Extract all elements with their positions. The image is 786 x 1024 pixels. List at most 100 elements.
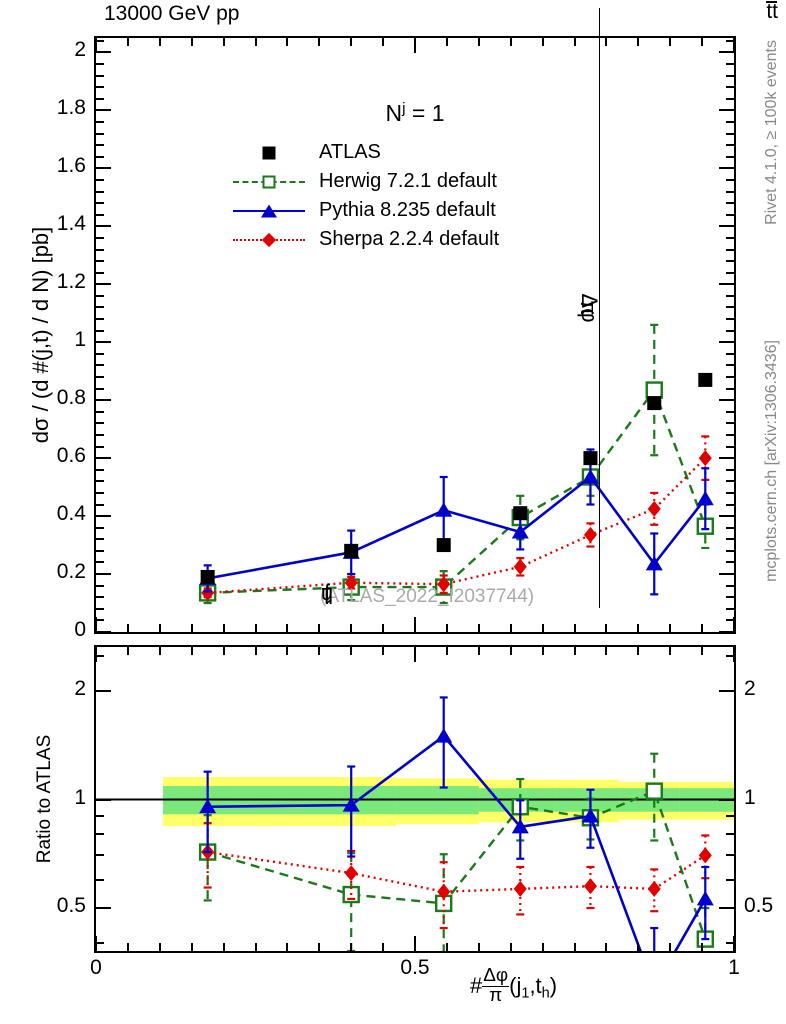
- axis-tick: [158, 624, 161, 632]
- axis-tick: [96, 387, 104, 390]
- axis-tick: [96, 63, 104, 66]
- axis-tick: [96, 202, 104, 205]
- axis-tick: [726, 410, 734, 413]
- axis-tick: [96, 51, 111, 54]
- axis-tick: [286, 647, 289, 655]
- axis-tick: [96, 617, 97, 632]
- data-point-marker: [511, 818, 529, 834]
- axis-tick: [726, 491, 734, 494]
- axis-tick: [637, 943, 640, 951]
- axis-tick: [726, 607, 734, 610]
- legend: ATLAS Herwig 7.2.1 default Pythia 8.235 …: [233, 138, 499, 254]
- axis-tick: [96, 39, 104, 42]
- axis-tick: [96, 561, 104, 564]
- axis-tick: [96, 647, 97, 662]
- axis-tick: [96, 607, 104, 610]
- axis-tick: [96, 341, 111, 344]
- ratio-y-tick-label: 1: [74, 785, 86, 809]
- data-point-marker: [645, 381, 663, 399]
- x-tick-label: 0: [90, 956, 102, 979]
- axis-tick: [726, 190, 734, 193]
- axis-tick: [96, 97, 104, 100]
- legend-item-atlas[interactable]: ATLAS: [233, 138, 499, 167]
- axis-tick: [509, 943, 512, 951]
- axis-tick: [96, 631, 111, 632]
- axis-tick: [726, 480, 734, 483]
- axis-tick: [96, 38, 97, 53]
- data-point-marker: [511, 524, 529, 539]
- axis-tick: [726, 97, 734, 100]
- axis-tick: [222, 624, 225, 632]
- axis-tick: [541, 38, 544, 46]
- axis-tick: [726, 202, 734, 205]
- axis-tick: [382, 624, 385, 632]
- axis-tick: [286, 624, 289, 632]
- axis-tick: [96, 515, 111, 518]
- data-point-marker: [513, 506, 528, 521]
- axis-tick: [445, 624, 448, 632]
- axis-tick: [477, 647, 480, 655]
- axis-tick: [726, 39, 734, 42]
- ratio-y-tick-label-right: 0.5: [744, 894, 774, 918]
- axis-tick: [719, 225, 734, 228]
- y-tick-label: 1.2: [56, 270, 86, 294]
- legend-item-sherpa[interactable]: Sherpa 2.2.4 default: [233, 225, 499, 254]
- legend-label-sherpa: Sherpa 2.2.4 default: [319, 228, 500, 250]
- axis-tick: [286, 943, 289, 951]
- axis-tick: [96, 167, 111, 170]
- y-tick-label: 2: [74, 38, 86, 62]
- axis-tick: [96, 526, 104, 529]
- header-process-label: tt: [766, 0, 778, 24]
- axis-tick: [637, 647, 640, 655]
- axis-tick: [509, 38, 512, 46]
- axis-tick: [726, 63, 734, 66]
- data-point-marker: [344, 543, 359, 558]
- axis-tick: [605, 647, 608, 655]
- axis-tick: [669, 38, 672, 46]
- axis-tick: [726, 260, 734, 263]
- axis-tick: [254, 943, 257, 951]
- axis-tick: [701, 647, 704, 655]
- axis-tick: [414, 936, 416, 951]
- series-line: [207, 734, 707, 951]
- axis-tick: [726, 503, 734, 506]
- y-tick-label: 0.4: [56, 502, 86, 526]
- axis-tick: [573, 647, 576, 655]
- axis-tick: [726, 445, 734, 448]
- axis-tick: [605, 624, 608, 632]
- ratio-y-tick-label: 2: [74, 677, 86, 701]
- axis-tick: [96, 132, 104, 135]
- axis-tick: [96, 376, 104, 378]
- x-tick-label: 1: [728, 956, 740, 979]
- axis-tick: [96, 109, 111, 112]
- axis-tick: [96, 503, 104, 506]
- axis-tick: [254, 624, 257, 632]
- axis-tick: [96, 619, 104, 622]
- axis-tick: [719, 798, 734, 801]
- axis-tick: [96, 271, 104, 274]
- axis-tick: [126, 38, 129, 46]
- axis-tick: [637, 38, 640, 46]
- axis-tick: [719, 109, 734, 112]
- axis-tick: [669, 943, 672, 951]
- legend-item-pythia[interactable]: Pythia 8.235 default: [233, 196, 499, 225]
- y-tick-label: 0.6: [56, 444, 86, 468]
- legend-label-pythia: Pythia 8.235 default: [319, 199, 496, 221]
- legend-key-pythia: [233, 201, 305, 221]
- data-point-marker: [583, 878, 597, 895]
- series-sherpa: [201, 435, 712, 601]
- data-point-marker: [698, 372, 713, 387]
- axis-tick: [96, 352, 104, 355]
- axis-tick: [96, 248, 104, 251]
- axis-tick: [726, 144, 734, 147]
- axis-tick: [96, 260, 104, 263]
- legend-item-herwig[interactable]: Herwig 7.2.1 default: [233, 167, 499, 196]
- axis-tick: [719, 457, 734, 460]
- axis-tick: [96, 878, 104, 881]
- ratio-data-layer: [96, 696, 734, 951]
- axis-tick: [96, 86, 104, 89]
- axis-tick: [96, 433, 104, 436]
- axis-tick: [726, 294, 734, 297]
- axis-tick: [509, 647, 512, 655]
- axis-tick: [733, 647, 734, 662]
